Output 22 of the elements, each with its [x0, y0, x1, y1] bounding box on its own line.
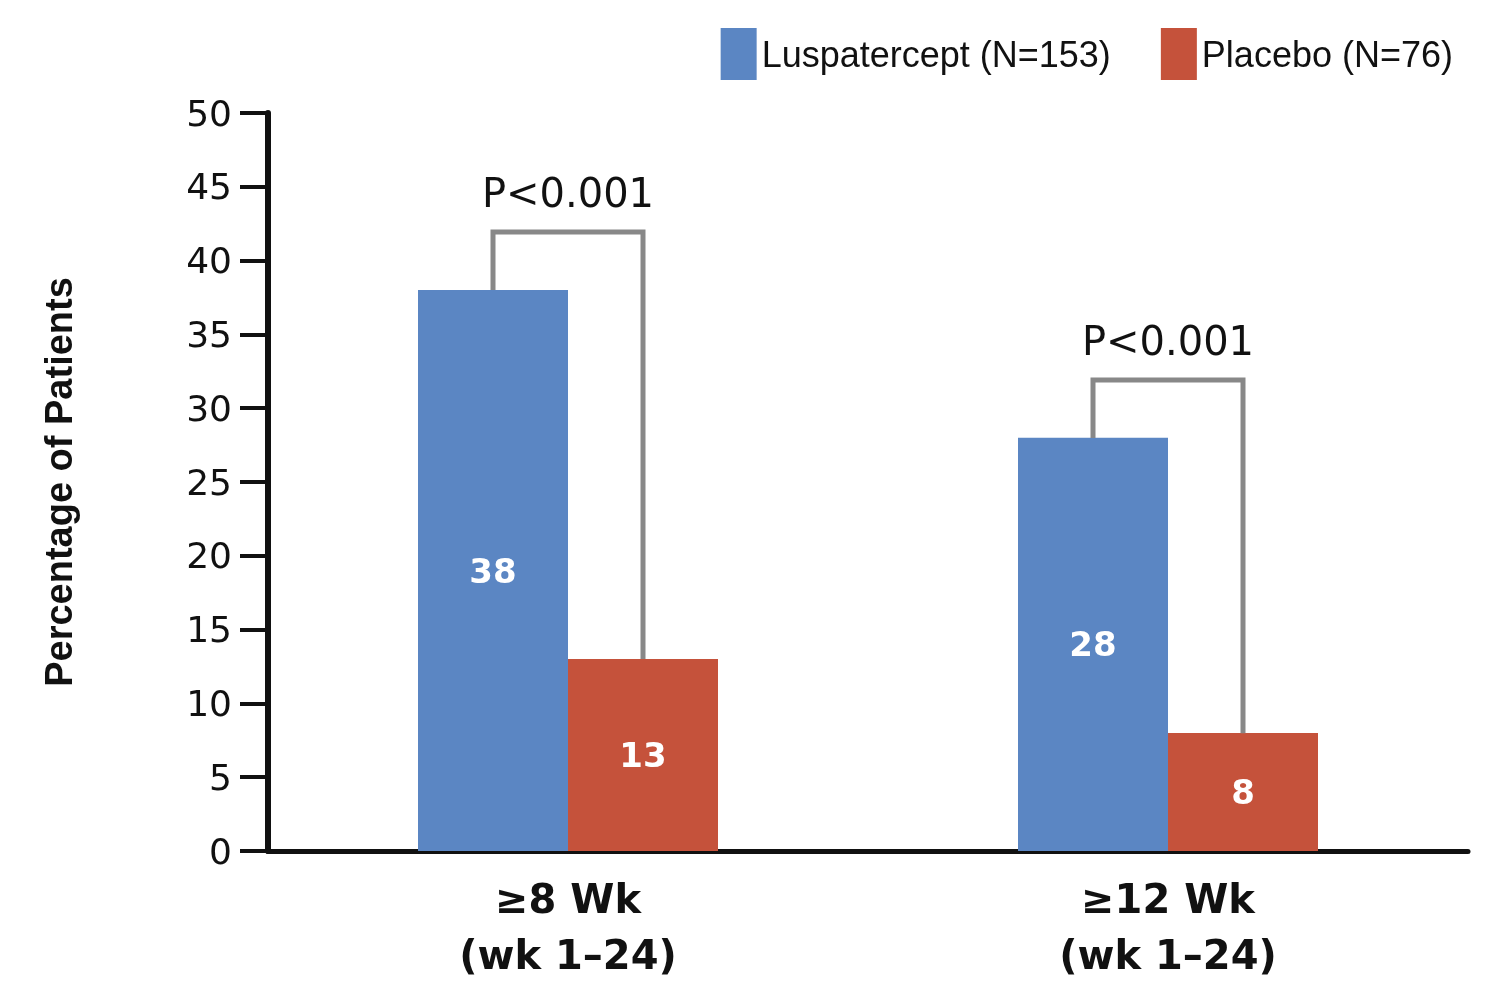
y-tick-label: 45 — [186, 166, 232, 208]
y-tick-label: 5 — [209, 756, 232, 798]
annotation: P<0.001 — [1080, 317, 1256, 364]
y-tick-label: 0 — [209, 830, 232, 872]
data-label: 13 — [619, 735, 667, 776]
legend-label: Luspatercept (N=153) — [761, 33, 1111, 75]
legend-label: Placebo (N=76) — [1201, 33, 1453, 75]
y-tick-label: 20 — [186, 535, 232, 577]
y-tick-label: 50 — [186, 92, 232, 134]
y-tick-label: 10 — [186, 682, 232, 724]
data-label: 38 — [469, 550, 517, 591]
x-tick-label: ≥12 Wk (wk 1–24) — [1059, 876, 1277, 978]
y-axis-title: Percentage of Patients — [38, 277, 80, 687]
annotation: P<0.001 — [480, 170, 656, 217]
data-label: 8 — [1231, 771, 1255, 812]
y-tick-label: 25 — [186, 461, 232, 503]
y-tick-label: 35 — [186, 313, 232, 355]
x-tick-label: ≥8 Wk (wk 1–24) — [459, 876, 677, 978]
y-tick-label: 30 — [186, 387, 232, 429]
data-label: 28 — [1069, 624, 1117, 665]
y-tick-label: 40 — [186, 240, 232, 282]
y-tick-label: 15 — [186, 609, 232, 651]
